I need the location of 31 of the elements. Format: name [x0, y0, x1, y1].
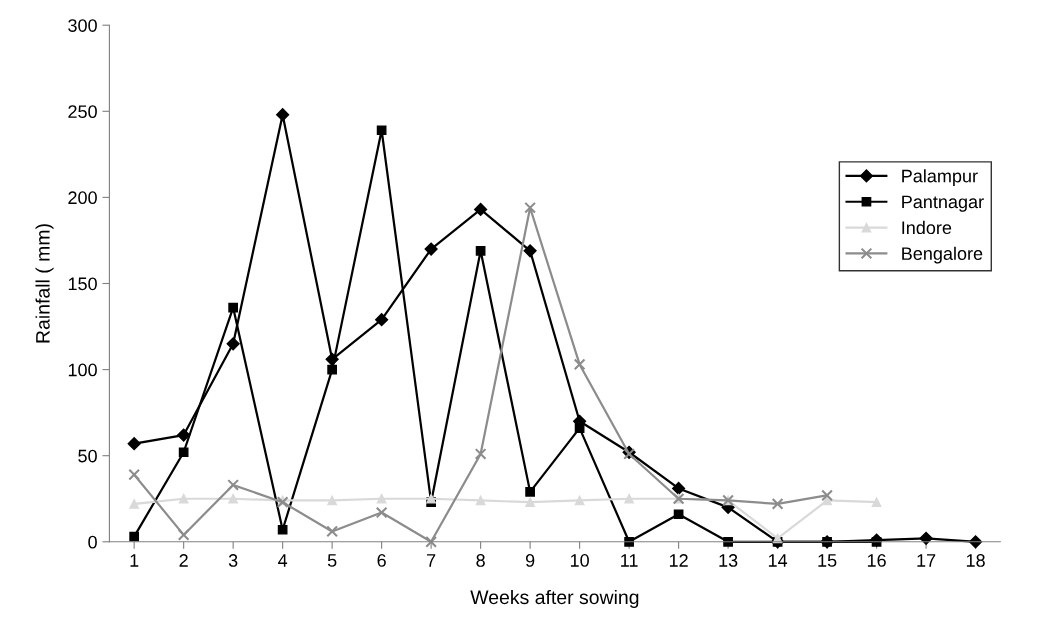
- x-axis-title: Weeks after sowing: [470, 589, 639, 609]
- x-tick-label: 8: [476, 554, 485, 567]
- y-tick-label: 250: [68, 105, 97, 119]
- x-tick-label: 5: [327, 554, 337, 567]
- legend-label: Bengalore: [902, 246, 983, 264]
- y-tick-label: 300: [68, 19, 97, 32]
- x-tick-label: 12: [669, 554, 688, 567]
- x-tick-label: 16: [867, 554, 886, 567]
- legend-label: Palampur: [902, 169, 978, 186]
- y-axis-title: Rainfall ( mm): [35, 224, 54, 343]
- x-tick-label: 18: [966, 554, 985, 567]
- y-tick-label: 150: [68, 277, 97, 291]
- x-tick-label: 7: [427, 554, 436, 567]
- x-tick-label: 14: [768, 554, 788, 567]
- x-tick-label: 6: [377, 554, 386, 567]
- x-tick-label: 2: [179, 554, 188, 567]
- x-tick-label: 17: [917, 554, 936, 567]
- y-tick-label: 0: [88, 535, 97, 549]
- y-tick-label: 50: [78, 449, 97, 463]
- y-tick-label: 200: [68, 191, 97, 205]
- x-tick-label: 1: [130, 554, 139, 567]
- legend-label: Indore: [902, 220, 952, 235]
- y-tick-label: 100: [68, 363, 97, 377]
- x-tick-label: 11: [621, 554, 638, 567]
- x-tick-label: 13: [719, 554, 738, 567]
- x-tick-label: 9: [525, 554, 535, 567]
- legend-label: Pantnagar: [902, 195, 984, 212]
- x-tick-label: 15: [818, 554, 837, 567]
- x-tick-label: 10: [570, 554, 589, 567]
- x-tick-label: 3: [228, 554, 238, 567]
- x-tick-label: 4: [278, 554, 288, 567]
